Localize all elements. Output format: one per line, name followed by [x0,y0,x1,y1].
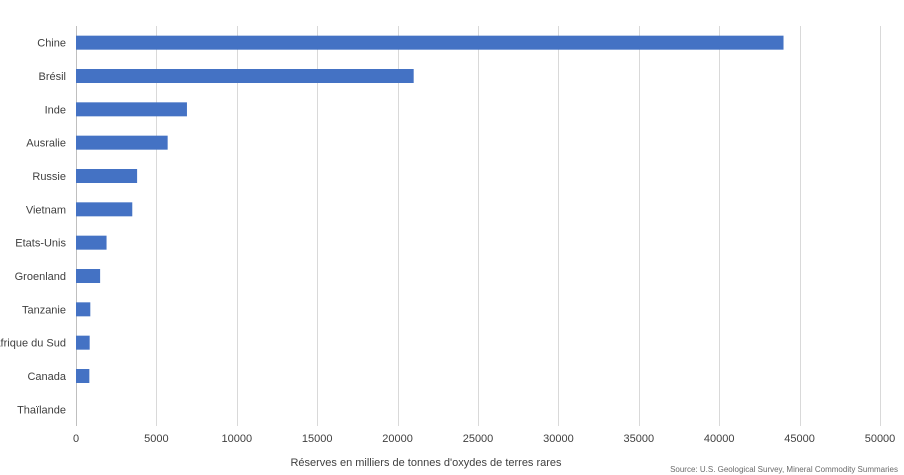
x-tick-label: 50000 [865,433,896,445]
bar [76,302,91,317]
tick-label-layer: 0 5000 10000 15000 20000 25000 30000 35000 40000… [73,433,895,445]
bar [76,269,101,283]
x-tick-label: 30000 [543,433,574,445]
bar [76,202,133,217]
x-tick-label: 0 [73,433,79,445]
bar [76,135,168,150]
bar [76,235,107,250]
bar [76,69,414,83]
x-tick-label: 20000 [382,433,413,445]
category-label: Afrique du Sud [0,338,66,350]
bar [76,335,90,350]
category-label: Inde [45,104,66,116]
category-label: Chine [37,38,66,50]
category-label: Canada [27,371,66,383]
category-label: Tanzanie [22,304,66,316]
x-tick-label: 25000 [463,433,494,445]
category-label: Russie [32,171,66,183]
category-label-layer: Chine Brésil Inde Ausralie Russie Vietnam Etat… [0,38,67,417]
x-axis-title: Réserves en milliers de tonnes d'oxydes … [290,457,562,469]
category-label: Etats-Unis [15,238,66,250]
category-label: Thaïlande [17,404,66,416]
x-tick-label: 5000 [144,433,168,445]
category-label: Ausralie [26,138,66,150]
bar [76,169,138,183]
bar [76,369,90,383]
x-tick-label: 35000 [624,433,655,445]
bar-layer [76,35,784,383]
x-tick-label: 45000 [784,433,815,445]
x-tick-label: 40000 [704,433,735,445]
bar [76,102,187,117]
bar [76,35,784,50]
x-tick-label: 15000 [302,433,333,445]
category-label: Brésil [38,71,66,83]
x-tick-label: 10000 [222,433,253,445]
source-note: Source: U.S. Geological Survey, Mineral … [670,465,898,474]
grid-layer [76,26,881,426]
category-label: Vietnam [26,204,66,216]
category-label: Groenland [15,271,66,283]
